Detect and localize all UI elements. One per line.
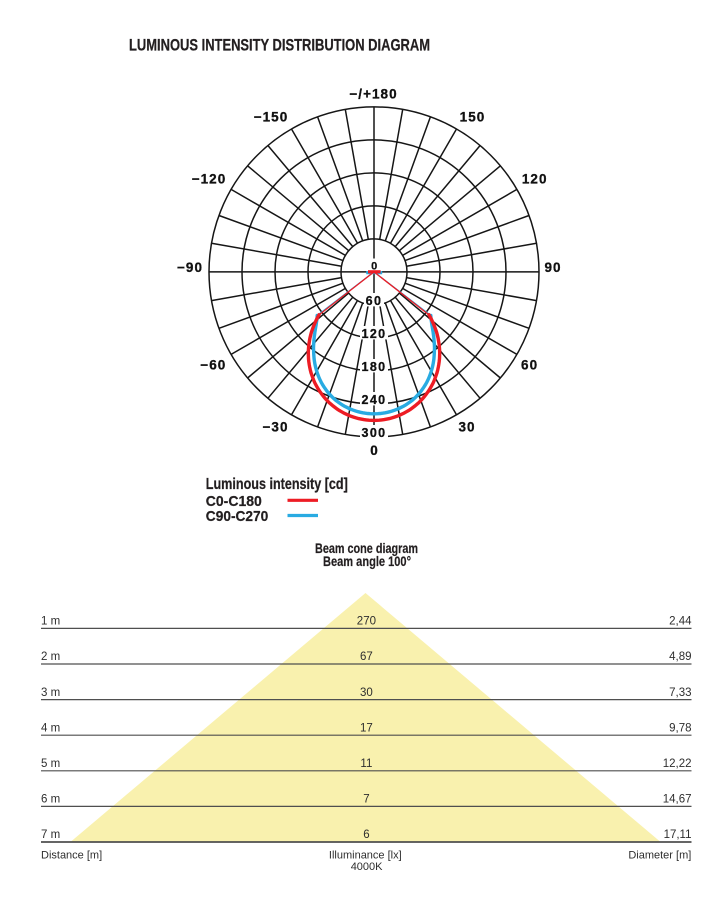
svg-text:Beam cone diagram: Beam cone diagram (315, 541, 418, 556)
svg-text:60: 60 (366, 294, 383, 308)
svg-text:LUMINOUS INTENSITY DISTRIBUTIO: LUMINOUS INTENSITY DISTRIBUTION DIAGRAM (129, 36, 430, 55)
svg-text:4000K: 4000K (351, 861, 383, 873)
svg-text:17,11: 17,11 (664, 829, 692, 841)
svg-text:Diameter [m]: Diameter [m] (628, 850, 691, 862)
svg-text:C0-C180: C0-C180 (206, 493, 262, 510)
svg-text:120: 120 (522, 172, 548, 187)
svg-text:−30: −30 (262, 420, 288, 435)
svg-text:7: 7 (363, 794, 369, 806)
svg-text:3 m: 3 m (41, 687, 60, 699)
svg-text:17: 17 (360, 722, 373, 734)
svg-text:−90: −90 (177, 260, 203, 275)
svg-text:120: 120 (361, 327, 386, 341)
svg-text:Distance [m]: Distance [m] (41, 850, 102, 862)
svg-text:270: 270 (357, 616, 376, 628)
svg-text:−120: −120 (192, 172, 227, 187)
svg-text:1 m: 1 m (41, 616, 60, 628)
svg-text:67: 67 (360, 651, 373, 663)
svg-text:11: 11 (360, 758, 372, 770)
svg-text:2,44: 2,44 (669, 616, 692, 628)
svg-text:−60: −60 (200, 358, 226, 373)
svg-text:30: 30 (360, 687, 373, 699)
svg-text:Beam angle 100°: Beam angle 100° (323, 554, 411, 569)
svg-text:60: 60 (521, 358, 538, 373)
svg-text:2 m: 2 m (41, 651, 60, 663)
svg-text:6: 6 (363, 829, 369, 841)
svg-text:14,67: 14,67 (663, 794, 692, 806)
svg-text:12,22: 12,22 (663, 758, 692, 770)
svg-text:−150: −150 (254, 109, 289, 124)
svg-text:180: 180 (361, 360, 386, 374)
svg-text:6 m: 6 m (41, 794, 60, 806)
svg-text:300: 300 (361, 426, 386, 440)
svg-text:Luminous intensity [cd]: Luminous intensity [cd] (206, 476, 348, 493)
svg-text:4,89: 4,89 (669, 651, 691, 663)
svg-text:−/+180: −/+180 (349, 87, 397, 102)
svg-text:90: 90 (544, 260, 561, 275)
svg-text:9,78: 9,78 (669, 722, 691, 734)
svg-text:0: 0 (371, 260, 377, 272)
svg-text:240: 240 (361, 393, 386, 407)
svg-text:150: 150 (460, 109, 486, 124)
svg-text:5 m: 5 m (41, 758, 60, 770)
svg-text:4 m: 4 m (41, 722, 60, 734)
svg-text:30: 30 (458, 420, 475, 435)
svg-text:C90-C270: C90-C270 (206, 508, 268, 525)
svg-text:0: 0 (370, 443, 379, 458)
svg-text:7,33: 7,33 (669, 687, 691, 699)
svg-text:Illuminance [lx]: Illuminance [lx] (329, 850, 402, 862)
svg-text:7 m: 7 m (41, 829, 60, 841)
